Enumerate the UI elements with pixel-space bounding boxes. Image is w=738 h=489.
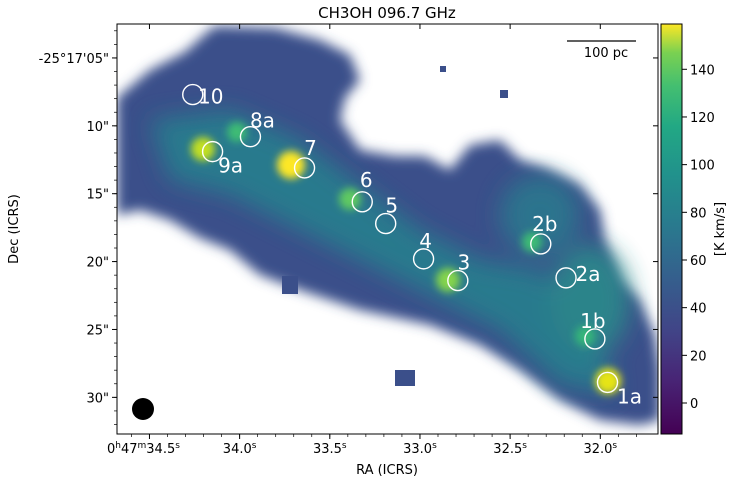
y-tick-label: -25°17'05"	[39, 52, 109, 67]
region-circle-4	[412, 248, 435, 270]
x-tick-label: 33.0s	[403, 441, 437, 457]
colorbar	[660, 23, 683, 435]
region-label-8a: 8a	[250, 109, 275, 133]
region-circle-3	[447, 269, 469, 292]
colorbar-tick-label: 60	[690, 254, 707, 269]
x-tick-label: 0h47m34.5s	[107, 441, 180, 457]
x-tick-label: 32.5s	[493, 441, 527, 457]
region-circle-5	[374, 212, 397, 235]
y-tick-label: 15"	[86, 188, 109, 203]
region-label-7: 7	[304, 136, 317, 160]
x-tick-label: 32.0s	[583, 441, 617, 457]
region-markers: 1a 1b 2a 2b 3 456 7 8a 9a 10	[182, 83, 642, 408]
y-axis: -25°17'05" 10" 15" 20" 25" 30"	[39, 30, 658, 425]
colorbar-tick-label: 0	[690, 397, 698, 412]
x-axis-label: RA (ICRS)	[356, 463, 418, 478]
region-circle-2b	[530, 233, 552, 255]
region-label-3: 3	[457, 251, 470, 275]
region-circle-7	[293, 157, 316, 179]
y-tick-label: 25"	[86, 323, 109, 338]
x-tick-label: 34.0s	[223, 441, 257, 457]
y-tick-label: 30"	[86, 391, 109, 406]
region-label-5: 5	[385, 194, 398, 218]
region-label-2b: 2b	[532, 212, 557, 236]
x-tick-label: 33.5s	[313, 441, 347, 457]
region-circle-1b	[584, 328, 606, 350]
colorbar-tick-label: 100	[690, 159, 715, 174]
colorbar-tick-label: 20	[690, 349, 707, 364]
region-label-2a: 2a	[576, 262, 601, 286]
y-tick-label: 10"	[86, 120, 109, 135]
region-label-9a: 9a	[218, 154, 243, 178]
region-label-1a: 1a	[617, 384, 642, 408]
colorbar-tick-label: 40	[690, 302, 707, 317]
colorbar-label: [K km/s]	[713, 202, 728, 256]
region-circle-9a	[201, 140, 224, 163]
map-image	[117, 24, 658, 434]
beam-marker	[132, 398, 154, 420]
colorbar-tick-label: 120	[690, 111, 715, 126]
colorbar-tick-label: 80	[690, 206, 707, 221]
region-circle-6	[351, 191, 373, 213]
region-circle-8a	[239, 125, 262, 148]
y-tick-label: 20"	[86, 256, 109, 271]
region-label-1b: 1b	[580, 309, 605, 333]
x-axis: 0h47m34.5s 34.0s 33.5s 33.0s 32.5s 32.0s	[107, 24, 637, 457]
region-label-10: 10	[198, 85, 223, 109]
plot-frame	[116, 23, 659, 435]
colorbar-tick-label: 140	[690, 63, 715, 78]
y-axis-label: Dec (ICRS)	[7, 194, 22, 264]
chart-title: CH3OH 096.7 GHz	[318, 4, 456, 22]
scale-bar-label: 100 pc	[584, 46, 628, 61]
region-label-4: 4	[419, 229, 432, 253]
region-label-6: 6	[360, 168, 373, 192]
region-circle-10	[182, 83, 204, 106]
region-circle-2a	[555, 267, 577, 289]
colorbar-ticks: 0 20 40 60 80 100 120 140	[682, 63, 715, 412]
region-circle-1a	[596, 371, 619, 394]
